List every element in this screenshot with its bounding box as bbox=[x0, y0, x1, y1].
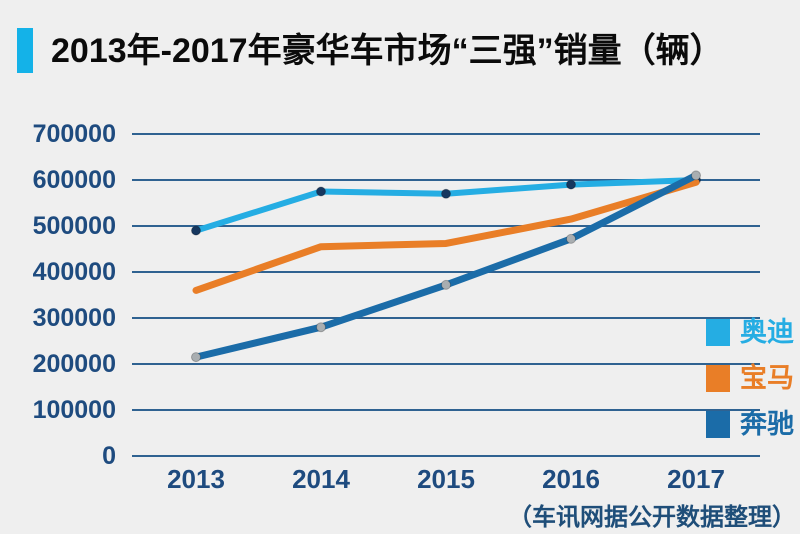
y-tick-label: 300000 bbox=[32, 304, 116, 332]
y-tick-label: 600000 bbox=[32, 166, 116, 194]
data-point-marker bbox=[191, 225, 201, 236]
data-point-marker bbox=[191, 352, 201, 363]
x-tick-label: 2017 bbox=[667, 464, 725, 494]
series-line-宝马 bbox=[192, 178, 700, 294]
title-accent-bar bbox=[17, 28, 33, 73]
data-point-marker bbox=[316, 186, 326, 197]
legend-swatch bbox=[706, 318, 730, 346]
y-tick-label: 700000 bbox=[32, 120, 116, 148]
legend-item-奥迪: 奥迪 bbox=[706, 318, 794, 346]
legend-swatch bbox=[706, 364, 730, 392]
data-point-marker bbox=[566, 179, 576, 190]
y-tick-label: 200000 bbox=[32, 350, 116, 378]
legend-label: 奥迪 bbox=[740, 317, 794, 347]
legend-item-宝马: 宝马 bbox=[706, 364, 794, 392]
y-tick-label: 500000 bbox=[32, 212, 116, 240]
x-tick-label: 2014 bbox=[292, 464, 350, 494]
y-tick-label: 0 bbox=[102, 442, 116, 470]
data-point-marker bbox=[691, 170, 701, 181]
chart-title: 2013年-2017年豪华车市场“三强”销量（辆） bbox=[51, 32, 724, 70]
y-tick-label: 100000 bbox=[32, 396, 116, 424]
x-tick-label: 2013 bbox=[167, 464, 225, 494]
x-tick-label: 2016 bbox=[542, 464, 600, 494]
data-point-marker bbox=[441, 279, 451, 290]
x-tick-label: 2015 bbox=[417, 464, 475, 494]
legend-item-奔驰: 奔驰 bbox=[706, 410, 794, 438]
data-source-note: （车讯网据公开数据整理） bbox=[508, 504, 796, 531]
data-point-marker bbox=[566, 233, 576, 244]
legend-label: 宝马 bbox=[740, 363, 794, 393]
legend-swatch bbox=[706, 410, 730, 438]
data-point-marker bbox=[441, 188, 451, 199]
legend-label: 奔驰 bbox=[740, 409, 794, 439]
data-point-marker bbox=[316, 322, 326, 333]
y-tick-label: 400000 bbox=[32, 258, 116, 286]
chart-header: 2013年-2017年豪华车市场“三强”销量（辆） bbox=[0, 0, 800, 90]
